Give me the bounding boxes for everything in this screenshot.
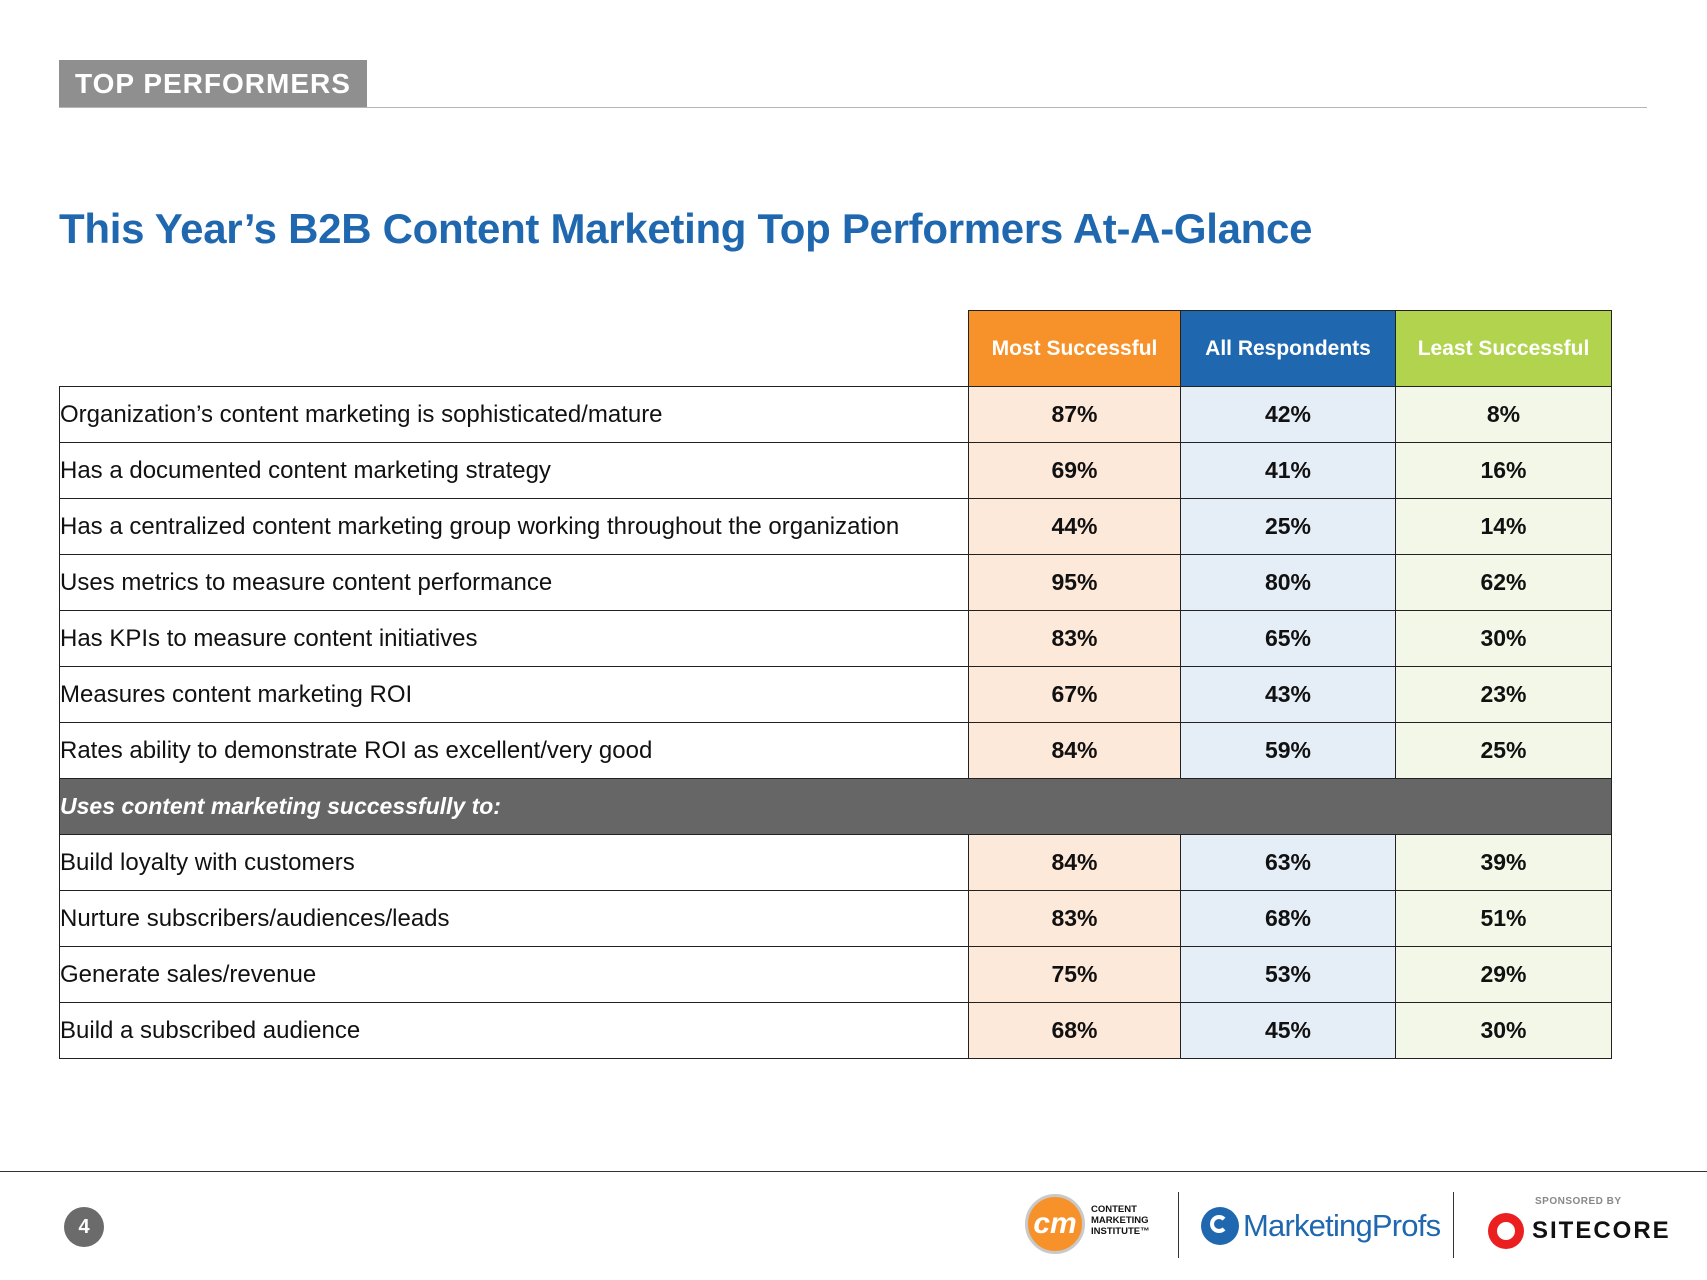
- value-most-successful: 44%: [968, 498, 1181, 555]
- value-most-successful: 75%: [968, 946, 1181, 1003]
- cmi-logo-text: CONTENT MARKETING INSTITUTE™: [1091, 1204, 1150, 1237]
- sitecore-logo: SITECORE: [1488, 1213, 1671, 1249]
- value-most-successful: 67%: [968, 666, 1181, 723]
- column-header-all-respondents: All Respondents: [1180, 310, 1396, 387]
- table-row: Has KPIs to measure content initiatives …: [59, 610, 1612, 667]
- section-heading-row: Uses content marketing successfully to:: [59, 778, 1612, 835]
- value-most-successful: 87%: [968, 386, 1181, 443]
- table-header-row: Most Successful All Respondents Least Su…: [59, 310, 1612, 387]
- value-most-successful: 83%: [968, 890, 1181, 947]
- row-label: Has a documented content marketing strat…: [59, 442, 969, 499]
- cmi-logo-mark: cm: [1025, 1194, 1085, 1254]
- value-least-successful: 8%: [1395, 386, 1612, 443]
- value-all-respondents: 41%: [1180, 442, 1396, 499]
- cmi-logo: cm CONTENT MARKETING INSTITUTE™: [1025, 1194, 1155, 1258]
- marketingprofs-icon: [1201, 1207, 1239, 1245]
- value-least-successful: 16%: [1395, 442, 1612, 499]
- table-row: Rates ability to demonstrate ROI as exce…: [59, 722, 1612, 779]
- value-least-successful: 51%: [1395, 890, 1612, 947]
- footer-separator: [1178, 1192, 1179, 1258]
- table-row: Generate sales/revenue 75% 53% 29%: [59, 946, 1612, 1003]
- column-header-least-successful: Least Successful: [1395, 310, 1612, 387]
- value-all-respondents: 42%: [1180, 386, 1396, 443]
- value-most-successful: 84%: [968, 834, 1181, 891]
- footer-separator: [1453, 1192, 1454, 1258]
- value-least-successful: 29%: [1395, 946, 1612, 1003]
- value-least-successful: 14%: [1395, 498, 1612, 555]
- row-label: Measures content marketing ROI: [59, 666, 969, 723]
- value-most-successful: 69%: [968, 442, 1181, 499]
- row-label: Has KPIs to measure content initiatives: [59, 610, 969, 667]
- header-divider: [59, 107, 1647, 108]
- page-number: 4: [64, 1207, 104, 1247]
- value-all-respondents: 65%: [1180, 610, 1396, 667]
- value-least-successful: 23%: [1395, 666, 1612, 723]
- sponsored-label: SPONSORED BY: [1535, 1196, 1622, 1207]
- sitecore-text: SITECORE: [1532, 1217, 1671, 1244]
- header-blank-cell: [59, 310, 969, 387]
- row-label: Uses metrics to measure content performa…: [59, 554, 969, 611]
- value-most-successful: 68%: [968, 1002, 1181, 1059]
- table-row: Measures content marketing ROI 67% 43% 2…: [59, 666, 1612, 723]
- value-all-respondents: 68%: [1180, 890, 1396, 947]
- value-least-successful: 30%: [1395, 610, 1612, 667]
- value-most-successful: 83%: [968, 610, 1181, 667]
- row-label: Organization’s content marketing is soph…: [59, 386, 969, 443]
- value-all-respondents: 43%: [1180, 666, 1396, 723]
- table-row: Organization’s content marketing is soph…: [59, 386, 1612, 443]
- page-title: This Year’s B2B Content Marketing Top Pe…: [59, 205, 1313, 252]
- value-all-respondents: 53%: [1180, 946, 1396, 1003]
- row-label: Rates ability to demonstrate ROI as exce…: [59, 722, 969, 779]
- table-row: Build loyalty with customers 84% 63% 39%: [59, 834, 1612, 891]
- row-label: Has a centralized content marketing grou…: [59, 498, 969, 555]
- results-table: Most Successful All Respondents Least Su…: [59, 310, 1612, 1059]
- value-least-successful: 39%: [1395, 834, 1612, 891]
- cmi-logo-line: CONTENT: [1091, 1204, 1137, 1215]
- row-label: Generate sales/revenue: [59, 946, 969, 1003]
- section-tag: TOP PERFORMERS: [59, 60, 367, 108]
- row-label: Build a subscribed audience: [59, 1002, 969, 1059]
- cmi-logo-line: INSTITUTE™: [1091, 1226, 1150, 1237]
- footer-divider: [0, 1171, 1707, 1172]
- value-most-successful: 95%: [968, 554, 1181, 611]
- table-row: Has a centralized content marketing grou…: [59, 498, 1612, 555]
- value-least-successful: 30%: [1395, 1002, 1612, 1059]
- row-label: Build loyalty with customers: [59, 834, 969, 891]
- value-least-successful: 25%: [1395, 722, 1612, 779]
- value-all-respondents: 80%: [1180, 554, 1396, 611]
- marketingprofs-logo: MarketingProfs: [1201, 1204, 1441, 1248]
- table-row: Has a documented content marketing strat…: [59, 442, 1612, 499]
- value-all-respondents: 63%: [1180, 834, 1396, 891]
- section-heading: Uses content marketing successfully to:: [59, 778, 1612, 835]
- value-all-respondents: 25%: [1180, 498, 1396, 555]
- value-all-respondents: 45%: [1180, 1002, 1396, 1059]
- table-row: Uses metrics to measure content performa…: [59, 554, 1612, 611]
- table-row: Build a subscribed audience 68% 45% 30%: [59, 1002, 1612, 1059]
- row-label: Nurture subscribers/audiences/leads: [59, 890, 969, 947]
- column-header-most-successful: Most Successful: [968, 310, 1181, 387]
- marketingprofs-text: MarketingProfs: [1243, 1208, 1441, 1243]
- cmi-logo-line: MARKETING: [1091, 1215, 1149, 1226]
- sitecore-icon: [1488, 1213, 1524, 1249]
- value-all-respondents: 59%: [1180, 722, 1396, 779]
- value-least-successful: 62%: [1395, 554, 1612, 611]
- value-most-successful: 84%: [968, 722, 1181, 779]
- table-row: Nurture subscribers/audiences/leads 83% …: [59, 890, 1612, 947]
